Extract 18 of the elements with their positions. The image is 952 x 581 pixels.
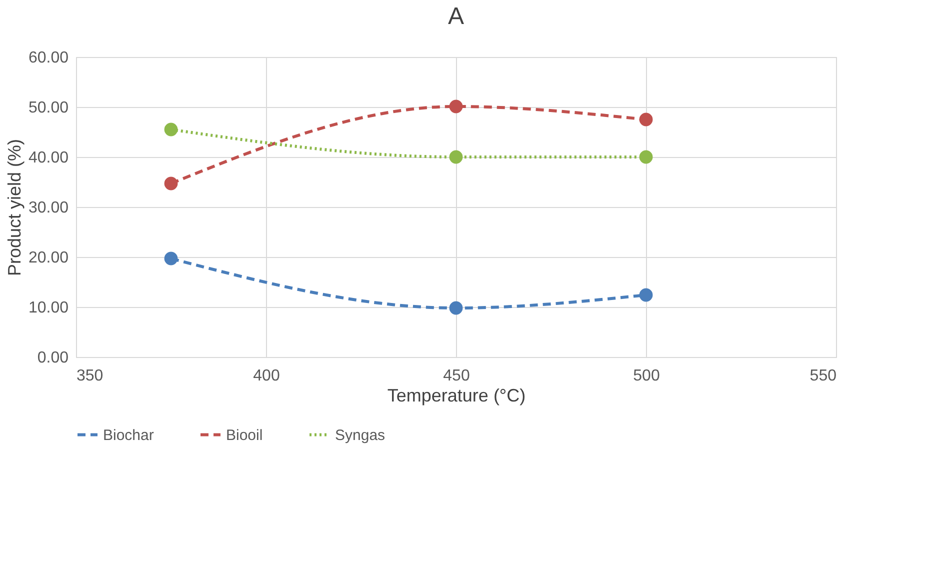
legend-label: Syngas <box>335 426 386 444</box>
x-tick-label: 450 <box>443 368 470 384</box>
legend-label: Biooil <box>226 426 263 444</box>
x-tick-label: 500 <box>633 368 660 384</box>
x-tick-label: 550 <box>810 368 837 384</box>
x-tick-label: 400 <box>253 368 280 384</box>
y-tick-label: 40.00 <box>28 150 69 166</box>
chart-title: A <box>448 3 464 30</box>
y-axis-title: Product yield (%) <box>4 138 24 276</box>
y-tick-label: 30.00 <box>28 200 69 216</box>
y-tick-label: 50.00 <box>28 100 69 116</box>
legend-label: Biochar <box>103 426 154 444</box>
x-axis-title: Temperature (°C) <box>387 386 526 406</box>
y-tick-label: 20.00 <box>28 250 69 266</box>
y-tick-label: 0.00 <box>37 350 69 366</box>
x-tick-label: 350 <box>76 368 104 384</box>
y-tick-label: 10.00 <box>28 300 69 316</box>
y-tick-label: 60.00 <box>28 50 69 66</box>
